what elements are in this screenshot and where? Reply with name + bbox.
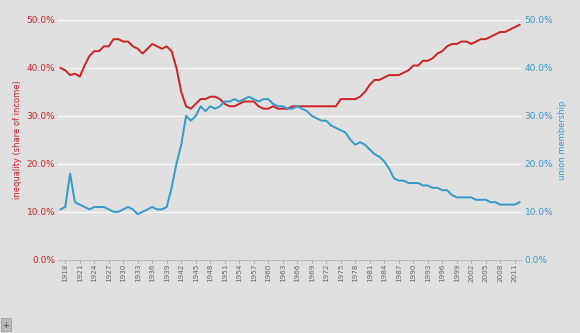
Y-axis label: union membership: union membership [558, 100, 567, 179]
Y-axis label: inequality (share of income): inequality (share of income) [13, 81, 22, 199]
Text: +: + [3, 320, 10, 330]
